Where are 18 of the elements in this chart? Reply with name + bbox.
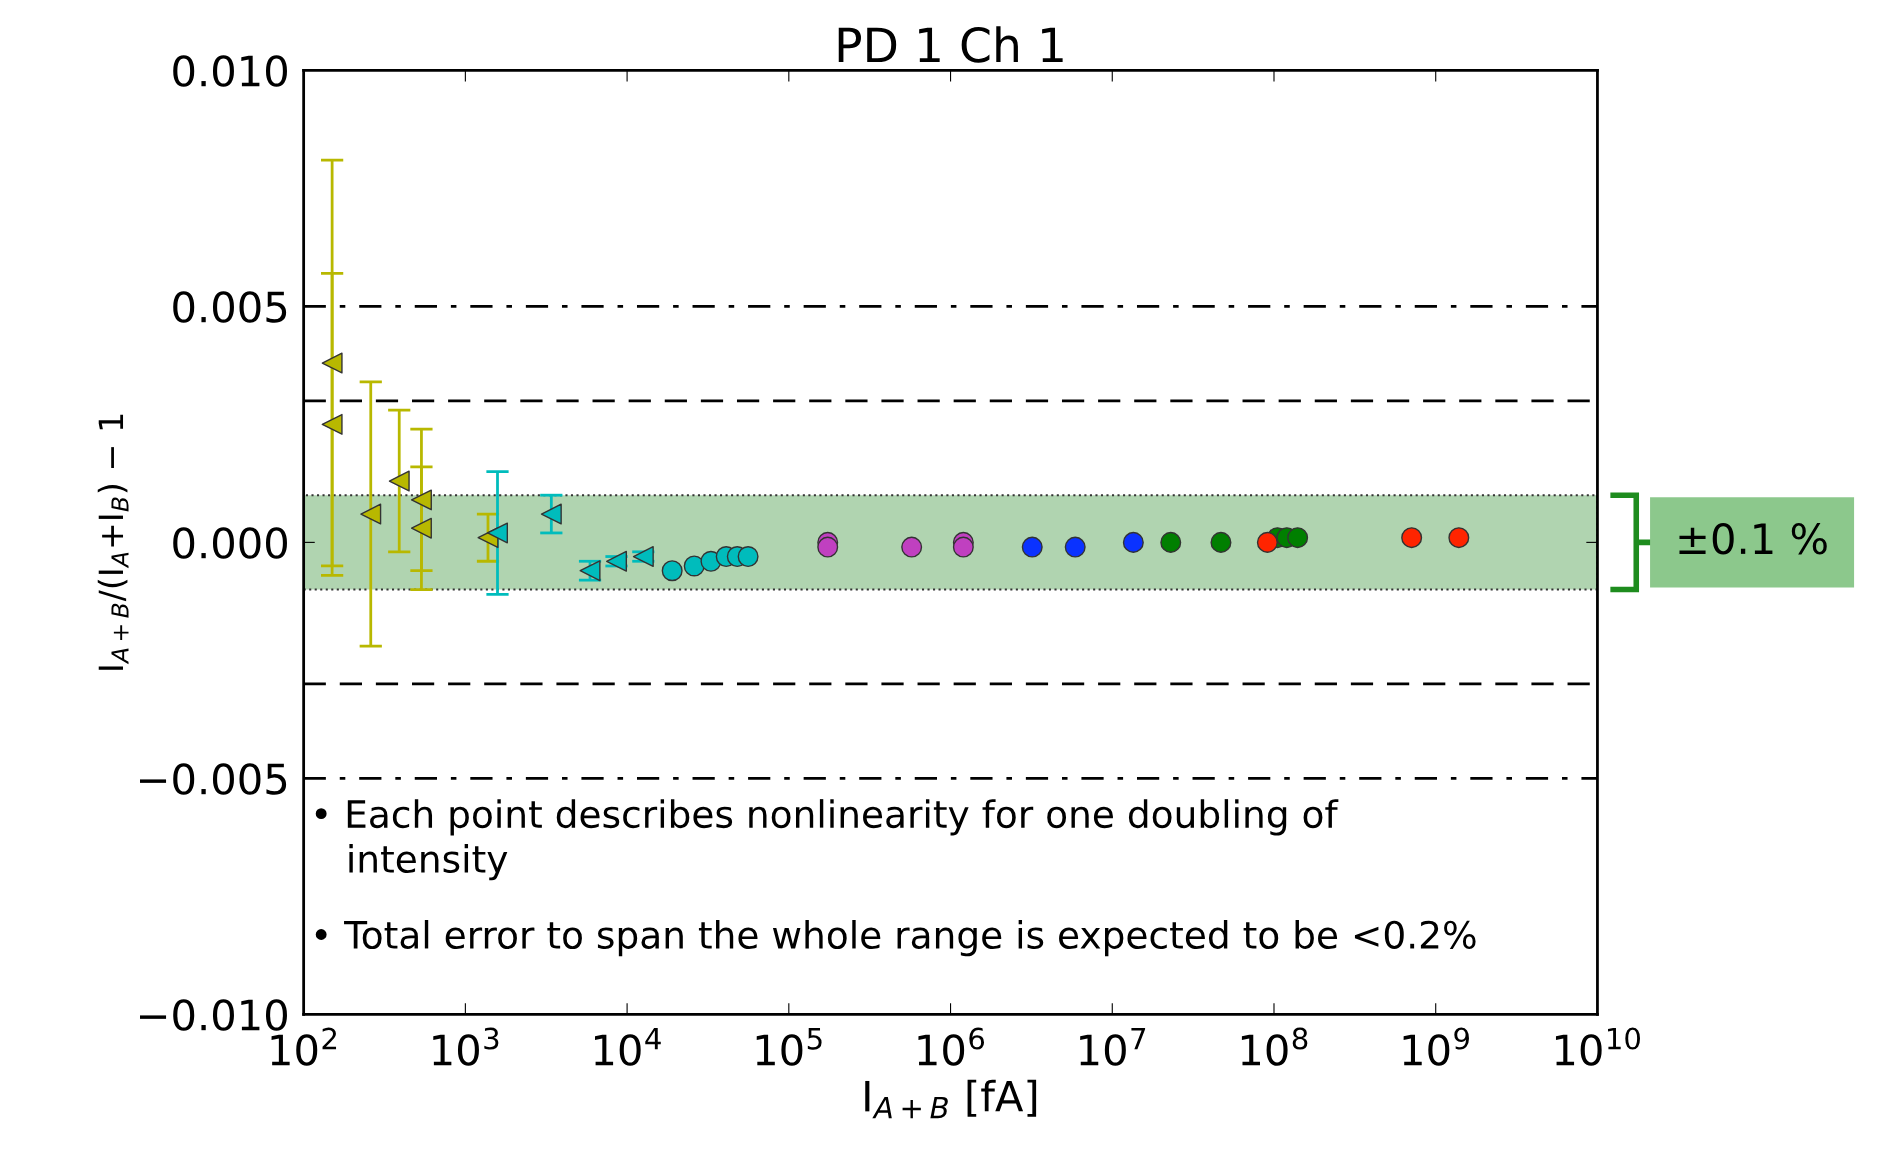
y-tick-label: 0.000 xyxy=(173,527,287,559)
x-tick-label: 10$^{9}$ xyxy=(1403,1027,1469,1066)
annotation: • Total error to span the whole range is expected to be <0.2% xyxy=(315,919,1476,957)
x-tick-label: 10$^{10}$ xyxy=(1555,1027,1640,1066)
x-tick-label: 10$^{5}$ xyxy=(756,1027,822,1066)
y-tick-label: 0.010 xyxy=(173,55,287,87)
x-tick-label: 10$^{3}$ xyxy=(433,1027,499,1066)
x-tick-label: 10$^{4}$ xyxy=(595,1027,661,1066)
y-axis-title: I$_{A+B}$/(I$_{A}$+I$_{B}$) − 1 xyxy=(97,414,129,670)
x-tick-label: 10$^{6}$ xyxy=(918,1027,985,1066)
x-tick-label: 10$^{8}$ xyxy=(1241,1027,1308,1066)
y-tick-label: −0.005 xyxy=(139,763,287,795)
x-tick-label: 10$^{7}$ xyxy=(1080,1027,1146,1066)
y-tick-label: 0.005 xyxy=(173,291,287,323)
chart-title: PD 1 Ch 1 xyxy=(838,26,1063,63)
x-axis-title: I$_{A+B}$ [fA] xyxy=(865,1079,1037,1119)
annotation: • Each point describes nonlinearity for one doubling of intensity xyxy=(315,799,1339,881)
band-label: ±0.1 % xyxy=(1679,522,1827,555)
